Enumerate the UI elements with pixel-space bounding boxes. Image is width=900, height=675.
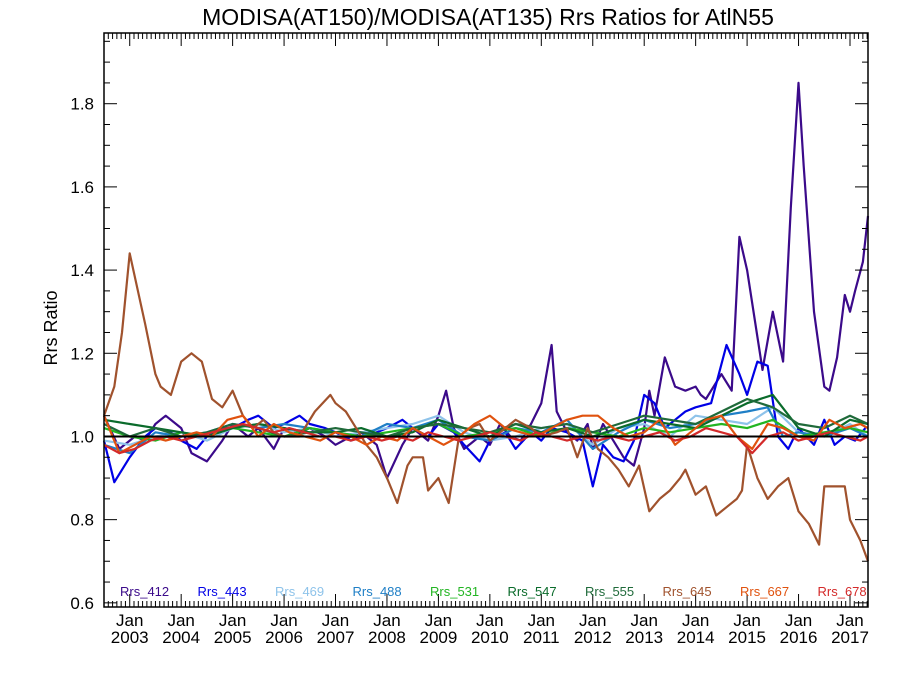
legend-item: Rrs_488 (353, 584, 402, 599)
x-tick-month-label: Jan (167, 611, 194, 630)
x-tick-month-label: Jan (682, 611, 709, 630)
y-tick-label: 1.4 (70, 261, 94, 280)
legend-item: Rrs_531 (430, 584, 479, 599)
x-tick-year-label: 2005 (214, 628, 252, 647)
x-tick-month-label: Jan (528, 611, 555, 630)
legend-item: Rrs_667 (740, 584, 789, 599)
x-tick-year-label: 2012 (574, 628, 612, 647)
legend-item: Rrs_443 (198, 584, 247, 599)
x-tick-year-label: 2017 (831, 628, 869, 647)
legend: Rrs_412 Rrs_443 Rrs_469 Rrs_488 Rrs_531 Rrs_5… (120, 584, 867, 599)
legend-item: Rrs_678 (818, 584, 867, 599)
x-tick-month-label: Jan (785, 611, 812, 630)
x-tick-month-label: Jan (425, 611, 452, 630)
x-tick-month-label: Jan (476, 611, 503, 630)
y-tick-label: 0.8 (70, 511, 94, 530)
plot-frame (103, 32, 869, 608)
legend-item: Rrs_547 (508, 584, 557, 599)
x-tick-year-label: 2009 (419, 628, 457, 647)
x-tick-year-label: 2015 (728, 628, 766, 647)
y-tick-label: 1.0 (70, 427, 94, 446)
legend-item: Rrs_469 (275, 584, 324, 599)
y-tick-label: 1.2 (70, 344, 94, 363)
x-tick-month-label: Jan (219, 611, 246, 630)
x-tick-year-label: 2003 (111, 628, 149, 647)
series-line-rrs-645 (102, 252, 870, 562)
x-tick-month-label: Jan (630, 611, 657, 630)
x-tick-month-label: Jan (116, 611, 143, 630)
x-tick-year-label: 2014 (677, 628, 715, 647)
x-tick-month-label: Jan (270, 611, 297, 630)
series-line-rrs-412 (103, 81, 870, 480)
axis-ticks: 0.60.81.01.21.41.61.8Jan2003Jan2004Jan20… (70, 33, 869, 647)
x-tick-year-label: 2016 (780, 628, 818, 647)
series-line-rrs-678 (103, 422, 869, 455)
x-tick-month-label: Jan (733, 611, 760, 630)
x-tick-year-label: 2004 (162, 628, 200, 647)
x-tick-month-label: Jan (579, 611, 606, 630)
series-line-rrs-443 (102, 343, 867, 488)
x-tick-month-label: Jan (322, 611, 349, 630)
series-line-rrs-667 (102, 414, 869, 455)
y-axis-label: Rrs Ratio (41, 290, 61, 365)
legend-item: Rrs_645 (663, 584, 712, 599)
x-tick-year-label: 2007 (317, 628, 355, 647)
series-layer (102, 81, 870, 562)
x-tick-year-label: 2013 (625, 628, 663, 647)
y-tick-label: 0.6 (70, 594, 94, 613)
legend-item: Rrs_412 (120, 584, 169, 599)
x-tick-year-label: 2010 (471, 628, 509, 647)
x-tick-month-label: Jan (836, 611, 863, 630)
x-tick-year-label: 2008 (368, 628, 406, 647)
x-tick-year-label: 2006 (265, 628, 303, 647)
legend-item: Rrs_555 (585, 584, 634, 599)
y-tick-label: 1.8 (70, 95, 94, 114)
x-tick-year-label: 2011 (523, 628, 560, 647)
x-tick-month-label: Jan (373, 611, 400, 630)
y-tick-label: 1.6 (70, 178, 94, 197)
chart-title: MODISA(AT150)/MODISA(AT135) Rrs Ratios f… (202, 4, 774, 30)
